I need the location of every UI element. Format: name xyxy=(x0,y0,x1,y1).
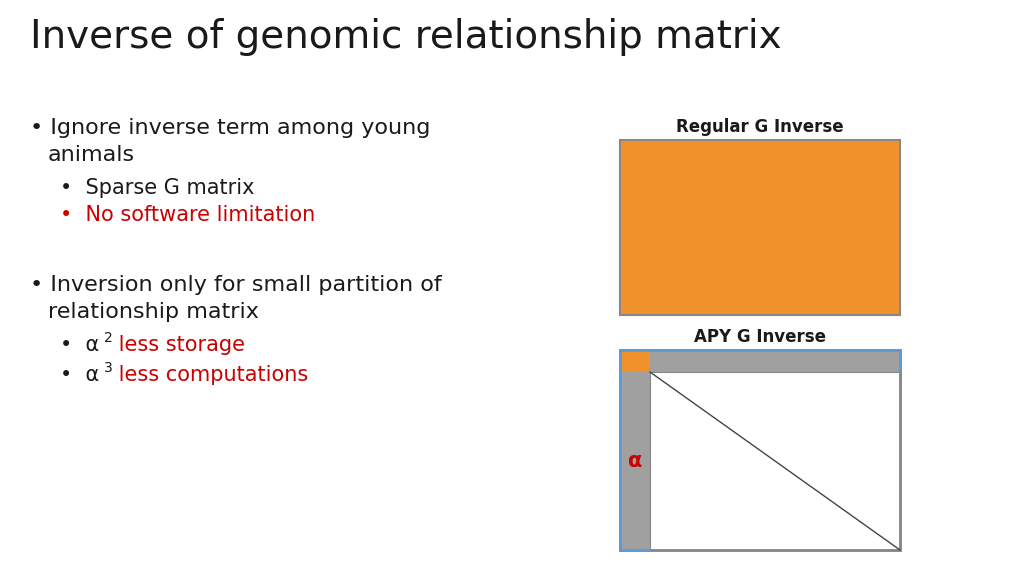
Text: 2: 2 xyxy=(104,331,113,345)
Text: Inverse of genomic relationship matrix: Inverse of genomic relationship matrix xyxy=(30,18,781,56)
Text: less storage: less storage xyxy=(112,335,245,355)
Text: • Ignore inverse term among young: • Ignore inverse term among young xyxy=(30,118,430,138)
Bar xyxy=(620,350,650,372)
Text: animals: animals xyxy=(48,145,135,165)
Text: •  α: • α xyxy=(60,335,99,355)
Text: Regular G Inverse: Regular G Inverse xyxy=(676,118,844,136)
Text: •  α: • α xyxy=(60,365,99,385)
Bar xyxy=(620,350,900,550)
Text: •  No software limitation: • No software limitation xyxy=(60,205,315,225)
Text: relationship matrix: relationship matrix xyxy=(48,302,259,322)
Bar xyxy=(620,350,900,372)
Text: α: α xyxy=(628,451,642,471)
Text: •  Sparse G matrix: • Sparse G matrix xyxy=(60,178,255,198)
Bar xyxy=(620,350,900,550)
Bar xyxy=(620,350,650,550)
Text: • Inversion only for small partition of: • Inversion only for small partition of xyxy=(30,275,441,295)
Text: APY G Inverse: APY G Inverse xyxy=(694,328,826,346)
Bar xyxy=(620,140,900,315)
Text: 3: 3 xyxy=(104,361,113,375)
Text: less computations: less computations xyxy=(112,365,308,385)
Bar xyxy=(650,372,900,550)
